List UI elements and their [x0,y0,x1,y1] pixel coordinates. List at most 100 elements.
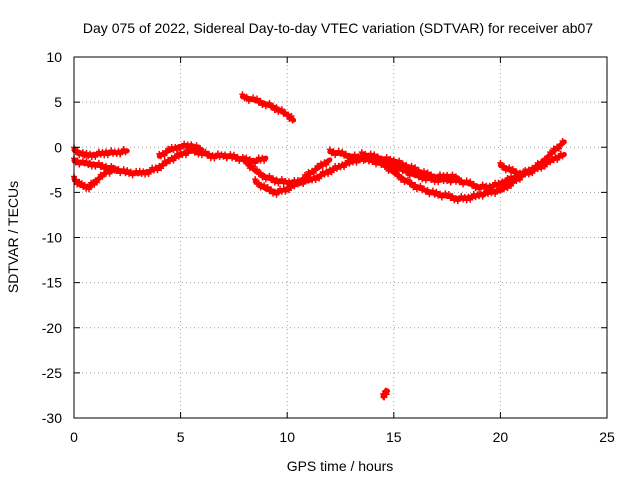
data-point [500,162,507,169]
data-point [230,151,237,158]
data-point [252,176,259,183]
data-point [95,159,102,166]
data-point [518,173,525,180]
x-tick-label: 10 [279,429,295,445]
data-point [181,140,188,147]
y-tick-label: -5 [50,184,63,200]
data-point [278,106,285,113]
y-tick-label: 0 [54,139,62,155]
data-point [285,111,292,118]
series-track-g [252,157,333,198]
data-point [245,159,252,166]
data-point [255,179,262,186]
data-point [273,191,280,198]
data-point [74,157,81,164]
data-point [289,117,296,124]
data-point [396,171,403,178]
data-point [384,388,391,395]
data-point [243,93,250,100]
data-point [161,152,168,159]
data-point [421,185,428,192]
data-point [358,149,365,156]
data-point [174,146,181,153]
data-point [250,163,257,170]
data-point [253,95,260,102]
data-point [163,149,170,156]
data-point [424,169,431,176]
data-point [389,159,396,166]
data-point [445,191,452,198]
data-point [111,167,118,174]
y-tick-label: -25 [42,365,62,381]
data-point [273,176,280,183]
data-point [145,171,152,178]
data-point [547,159,554,166]
series-track-k [380,387,391,401]
data-point [516,176,523,183]
y-tick-label: 10 [46,49,62,65]
data-point [408,179,415,186]
data-point [288,112,295,119]
data-point [250,94,257,101]
data-point [389,165,396,172]
data-point [424,186,431,193]
data-point [85,186,92,193]
data-point [300,175,307,182]
data-point [222,151,229,158]
data-point [86,159,93,166]
data-point [428,171,435,178]
data-point [285,187,292,194]
data-point [543,157,550,164]
data-point [326,146,333,153]
data-point [399,175,406,182]
data-point [538,165,545,172]
data-point [433,188,440,195]
data-point [120,166,127,173]
data-point [504,185,511,192]
data-point [497,159,504,166]
data-point [383,162,390,169]
y-axis-label: SDTVAR / TECUs [5,181,21,293]
data-point [559,137,566,144]
data-point [99,162,106,169]
data-point [188,141,195,148]
chart-title: Day 075 of 2022, Sidereal Day-to-day VTE… [83,20,593,36]
y-tick-label: -15 [42,275,62,291]
data-point [106,170,113,177]
data-point [257,169,264,176]
data-point [396,157,403,164]
data-point [556,145,563,152]
data-point [458,177,465,184]
series-track-d [156,140,205,160]
data-point [253,166,260,173]
data-point [193,142,200,149]
data-series [71,91,567,401]
x-axis-label: GPS time / hours [287,458,394,474]
data-point [273,104,280,111]
data-point [170,157,177,164]
data-point [479,181,486,188]
data-point [508,182,515,189]
data-point [294,181,301,188]
data-point [159,161,166,168]
data-point [554,156,561,163]
x-tick-label: 20 [493,429,509,445]
data-point [541,163,548,170]
data-point [303,174,310,181]
data-point [509,179,516,186]
data-point [392,168,399,175]
data-point [197,145,204,152]
axis-ticks: 0 5 10 15 20 25 10 5 0 -5 -10 -15 -20 -25 -30 [42,49,615,445]
data-point [282,188,289,195]
data-point [339,148,346,155]
data-point [108,147,115,154]
data-point [513,177,520,184]
data-point [540,159,547,166]
data-point [239,91,246,98]
data-point [259,154,266,161]
data-point [316,164,323,171]
data-point [444,171,451,178]
x-tick-label: 15 [386,429,402,445]
